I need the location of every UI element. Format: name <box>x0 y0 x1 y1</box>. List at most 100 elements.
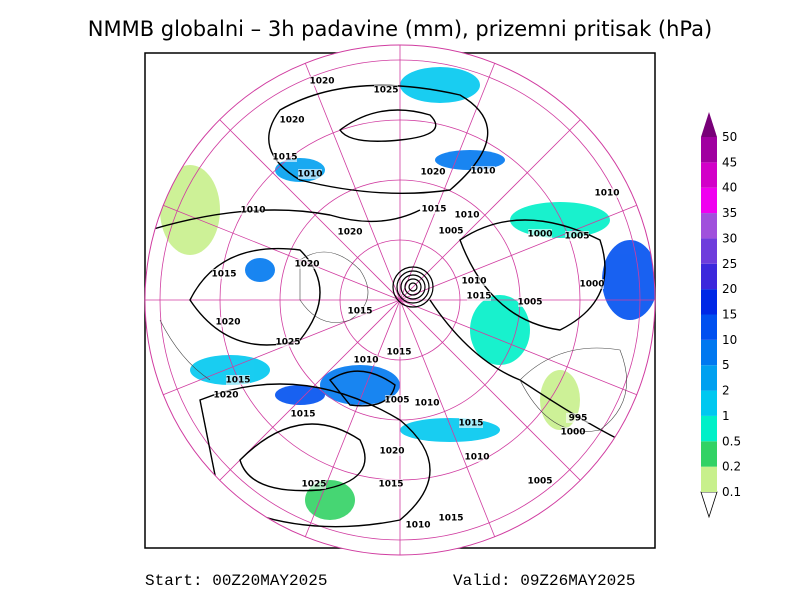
isobar-label: 1010 <box>353 356 378 366</box>
isobar-label: 1005 <box>517 298 542 308</box>
colorbar-swatch <box>701 187 717 214</box>
isobar-label: 1015 <box>386 348 411 358</box>
isobar-label-bg <box>566 413 590 423</box>
isobar-label: 1005 <box>564 232 589 242</box>
isobar-label: 1000 <box>579 280 604 290</box>
colorbar-label: 10 <box>722 333 737 347</box>
map <box>145 45 655 555</box>
isobar-label-bg <box>298 169 322 179</box>
colorbar-swatch <box>701 263 717 290</box>
colorbar-under <box>700 491 718 519</box>
isobar-label: 1005 <box>384 396 409 406</box>
isobar-label-bg <box>422 204 446 214</box>
isobar-label: 1020 <box>215 318 240 328</box>
colorbar-swatch <box>701 466 717 492</box>
colorbar-label: 0.1 <box>722 485 741 499</box>
isobar-label: 1020 <box>420 168 445 178</box>
colorbar-label: 15 <box>722 308 737 322</box>
isobar-label-bg <box>462 276 486 286</box>
isobar-label-bg <box>310 76 334 86</box>
colorbar-label: 5 <box>722 358 730 372</box>
isobar-label-bg <box>302 479 326 489</box>
isobar-label-bg <box>291 409 315 419</box>
map-border <box>144 44 656 556</box>
isobar-label-bg <box>459 418 483 428</box>
isobar-label: 1010 <box>297 170 322 180</box>
isobar-label: 1020 <box>294 260 319 270</box>
isobar-label: 1010 <box>464 453 489 463</box>
isobar-label-bg <box>565 231 589 241</box>
isobar-label: 995 <box>569 414 588 424</box>
isobar-label-bg <box>214 390 238 400</box>
isobar-label: 1010 <box>470 167 495 177</box>
start-time: Start: 00Z20MAY2025 <box>145 572 327 590</box>
isobar-label-bg <box>439 513 463 523</box>
coastlines <box>159 251 627 432</box>
colorbar-swatch <box>701 390 717 416</box>
isobar-label: 1025 <box>301 480 326 490</box>
isobar-label-bg <box>374 85 398 95</box>
isobar-label: 1015 <box>466 292 491 302</box>
colorbar-swatch <box>701 441 717 467</box>
isobar-label-bg <box>387 347 411 357</box>
low-pressure-center <box>392 266 434 308</box>
isobar-label-bg <box>354 355 378 365</box>
isobar-label-bg <box>471 166 495 176</box>
isobar-label-bg <box>595 188 619 198</box>
isobar-label-bg <box>212 269 236 279</box>
isobar-label: 1015 <box>458 419 483 429</box>
isobar-label: 1010 <box>414 399 439 409</box>
isobar-label-bg <box>415 398 439 408</box>
isobar-label-bg <box>467 291 491 301</box>
isobar-label-bg <box>280 115 304 125</box>
isobar-label: 1020 <box>213 391 238 401</box>
isobar-label-bg <box>518 297 542 307</box>
isobar-label: 1015 <box>438 514 463 524</box>
colorbar-swatch <box>701 289 717 315</box>
isobar-label: 1005 <box>527 477 552 487</box>
isobar-label: 1020 <box>279 116 304 126</box>
isobar-label: 1000 <box>560 428 585 438</box>
colorbar-label: 25 <box>722 257 737 271</box>
isobar-label-bg <box>273 152 297 162</box>
colorbar-over <box>701 112 717 137</box>
colorbar-label: 2 <box>722 384 730 398</box>
isobar-label: 1010 <box>461 277 486 287</box>
isobar-label: 1015 <box>225 376 250 386</box>
colorbar-swatch <box>701 238 717 264</box>
isobar-label-bg <box>455 210 479 220</box>
isobar-label-bg <box>216 317 240 327</box>
isobar-label-bg <box>528 476 552 486</box>
isobar-label-bg <box>338 227 362 237</box>
isobar-label-bg <box>276 337 300 347</box>
isobar-label: 1015 <box>378 480 403 490</box>
isobar-label: 1005 <box>438 227 463 237</box>
isobar-label-bg <box>380 446 404 456</box>
colorbar-label: 50 <box>722 130 737 144</box>
colorbar-swatch <box>701 339 717 366</box>
isobar-label: 1010 <box>240 206 265 216</box>
colorbar-label: 0.2 <box>722 460 741 474</box>
isobar-label: 1020 <box>379 447 404 457</box>
colorbar-label: 30 <box>722 231 737 245</box>
colorbar-swatch <box>701 162 717 188</box>
isobar-label-bg <box>465 452 489 462</box>
isobar-label-bg <box>580 279 604 289</box>
isobar-label: 1020 <box>309 77 334 87</box>
isobar-label: 1015 <box>347 307 372 317</box>
colorbar-swatch <box>701 314 717 340</box>
isobar-label: 1015 <box>421 205 446 215</box>
isobar-label-bg <box>348 306 372 316</box>
colorbar-swatch <box>701 137 717 163</box>
isobar-label-bg <box>241 205 265 215</box>
isobar-label: 1015 <box>272 153 297 163</box>
colorbar-label: 35 <box>722 206 737 220</box>
isobar-label-bg <box>406 520 430 530</box>
isobar-label-bg <box>226 375 250 385</box>
colorbar-swatch <box>701 415 717 442</box>
isobar-label: 1020 <box>337 228 362 238</box>
isobar-label-bg <box>295 259 319 269</box>
